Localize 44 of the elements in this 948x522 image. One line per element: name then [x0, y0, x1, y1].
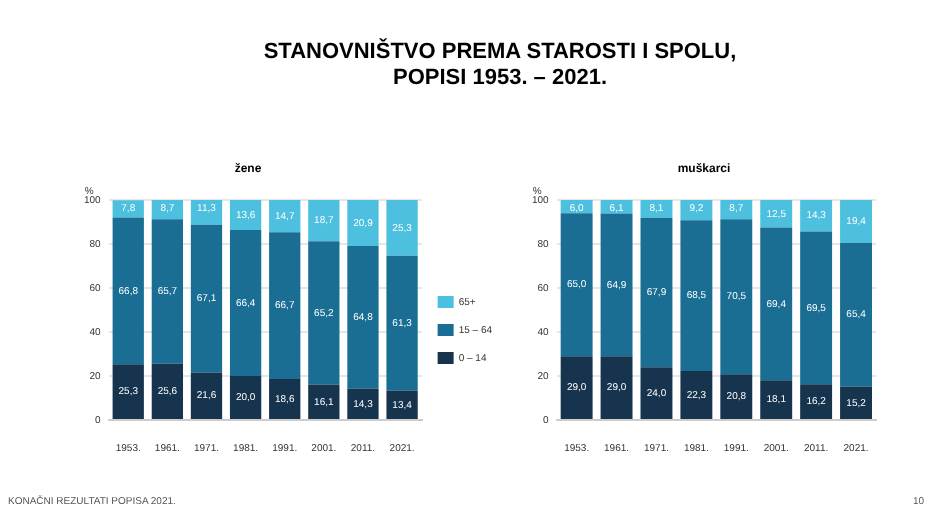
bar — [190, 224, 223, 373]
bar — [760, 200, 793, 228]
bar — [680, 220, 713, 371]
bar — [308, 200, 340, 242]
bar — [720, 219, 753, 375]
bar — [347, 388, 379, 419]
bar — [386, 200, 418, 256]
bar — [386, 255, 418, 391]
bar — [269, 379, 301, 419]
bar — [680, 200, 713, 221]
bar — [151, 363, 184, 419]
bar — [386, 390, 418, 419]
bar — [720, 374, 753, 419]
bar — [151, 219, 184, 364]
bar — [347, 200, 379, 246]
bar — [308, 241, 340, 385]
bar — [229, 200, 262, 230]
bar — [760, 227, 793, 381]
bar — [760, 380, 793, 419]
text: STANOVNIŠTVO PREMA STAROSTI I SPOLU, POPISI 1953. – 2021. — [261, 40, 739, 92]
bar — [229, 229, 262, 376]
bar — [190, 200, 223, 225]
bar — [840, 200, 873, 243]
bar — [600, 213, 633, 357]
bar — [308, 384, 340, 419]
bar — [269, 232, 301, 380]
bar — [269, 200, 301, 233]
bar — [560, 356, 593, 419]
bar — [347, 245, 379, 389]
bar — [680, 370, 713, 419]
bar — [190, 372, 223, 419]
bar — [112, 364, 144, 419]
bar — [560, 213, 593, 357]
bar — [229, 376, 262, 419]
bar — [800, 384, 833, 419]
bar — [600, 356, 633, 419]
bar — [800, 200, 833, 232]
bar — [800, 231, 833, 385]
bar — [640, 217, 673, 368]
bar — [720, 200, 753, 220]
bar — [840, 386, 873, 419]
bar — [640, 367, 673, 419]
bar — [840, 242, 873, 387]
bar — [112, 217, 144, 365]
